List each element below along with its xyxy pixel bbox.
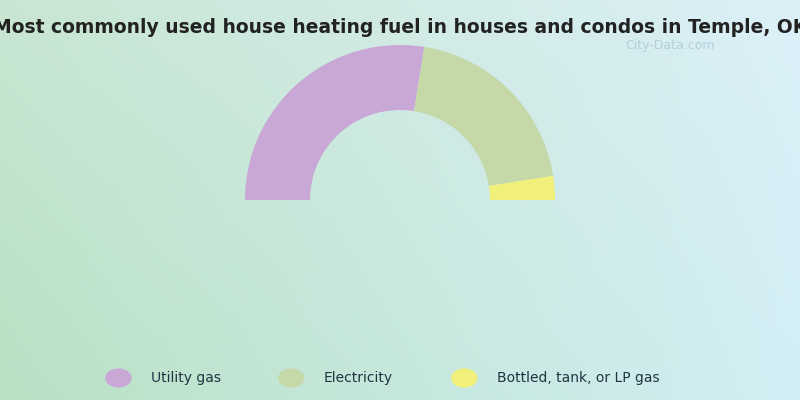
Text: Utility gas: Utility gas bbox=[151, 371, 221, 385]
Text: Most commonly used house heating fuel in houses and condos in Temple, OK: Most commonly used house heating fuel in… bbox=[0, 18, 800, 37]
Wedge shape bbox=[414, 47, 553, 186]
Text: Bottled, tank, or LP gas: Bottled, tank, or LP gas bbox=[497, 371, 659, 385]
Ellipse shape bbox=[106, 368, 132, 388]
Wedge shape bbox=[489, 176, 555, 200]
Wedge shape bbox=[245, 45, 424, 200]
Text: Electricity: Electricity bbox=[324, 371, 393, 385]
Ellipse shape bbox=[451, 368, 478, 388]
Ellipse shape bbox=[278, 368, 305, 388]
Text: City-Data.com: City-Data.com bbox=[626, 38, 714, 52]
